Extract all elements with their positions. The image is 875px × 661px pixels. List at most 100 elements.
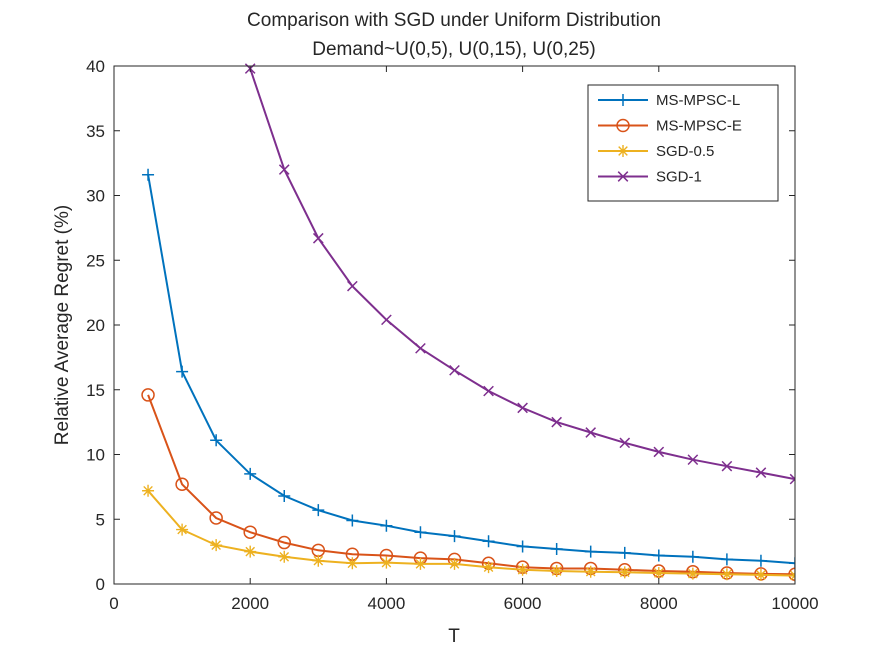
data-point-MS-MPSC-E <box>788 567 795 582</box>
y-tick-label: 35 <box>86 122 105 141</box>
legend-marker <box>617 171 629 182</box>
data-point-MS-MPSC-L <box>142 168 155 181</box>
y-tick-label: 0 <box>96 575 105 594</box>
data-point-MS-MPSC-L <box>380 519 393 532</box>
data-point-MS-MPSC-L <box>278 489 291 502</box>
data-point-MS-MPSC-L <box>754 554 767 567</box>
chart-subtitle: Demand~U(0,5), U(0,15), U(0,25) <box>312 39 596 60</box>
legend-item-MS-MPSC-L: MS-MPSC-L <box>598 92 740 109</box>
data-point-MS-MPSC-E <box>277 535 291 550</box>
x-tick-label: 4000 <box>367 594 405 613</box>
data-point-SGD-0.5 <box>244 545 257 558</box>
data-point-SGD-0.5 <box>584 565 597 578</box>
data-point-SGD-0.5 <box>176 523 189 536</box>
data-point-SGD-0.5 <box>414 557 427 570</box>
data-point-MS-MPSC-E <box>243 525 257 539</box>
data-point-MS-MPSC-L <box>618 546 631 559</box>
data-point-SGD-1 <box>789 473 795 485</box>
data-point-MS-MPSC-L <box>448 530 461 543</box>
data-point-SGD-1 <box>755 467 767 478</box>
data-point-MS-MPSC-L <box>482 535 495 548</box>
legend-label: MS-MPSC-E <box>656 118 742 135</box>
data-point-SGD-0.5 <box>516 563 529 576</box>
x-tick-label: 0 <box>109 594 118 613</box>
data-point-SGD-1 <box>449 364 460 376</box>
data-point-SGD-0.5 <box>720 568 733 581</box>
data-point-MS-MPSC-E <box>141 388 155 402</box>
y-tick-label: 10 <box>86 446 105 465</box>
legend-item-SGD-0.5: SGD-0.5 <box>598 143 714 160</box>
data-point-MS-MPSC-E <box>175 477 189 492</box>
legend-label: SGD-1 <box>656 169 702 186</box>
legend-marker <box>617 94 629 106</box>
y-tick-label: 40 <box>86 57 105 76</box>
data-point-MS-MPSC-L <box>210 434 223 447</box>
data-point-SGD-0.5 <box>652 566 665 579</box>
y-tick-label: 30 <box>86 187 105 206</box>
x-tick-label: 6000 <box>504 594 542 613</box>
legend-label: SGD-0.5 <box>656 143 714 160</box>
data-point-SGD-0.5 <box>754 568 767 581</box>
y-tick-label: 5 <box>96 510 105 529</box>
data-point-SGD-0.5 <box>278 550 291 563</box>
data-point-MS-MPSC-L <box>312 504 325 517</box>
data-point-SGD-0.5 <box>142 484 155 497</box>
data-point-SGD-1 <box>585 427 597 438</box>
data-point-SGD-0.5 <box>618 566 631 579</box>
data-point-MS-MPSC-L <box>686 550 699 563</box>
legend-label: MS-MPSC-L <box>656 92 740 109</box>
data-point-MS-MPSC-L <box>550 543 563 556</box>
series-SGD-1 <box>244 63 795 485</box>
x-axis-label: T <box>448 626 460 647</box>
legend-marker <box>616 118 630 133</box>
y-axis-label: Relative Average Regret (%) <box>52 205 73 445</box>
x-tick-label: 2000 <box>231 594 269 613</box>
data-point-SGD-1 <box>551 416 562 428</box>
x-tick-label: 8000 <box>640 594 678 613</box>
data-point-SGD-1 <box>381 314 392 326</box>
y-tick-label: 20 <box>86 316 105 335</box>
data-point-SGD-0.5 <box>210 539 223 552</box>
chart-title: Comparison with SGD under Uniform Distri… <box>247 10 661 31</box>
y-tick-label: 25 <box>86 251 105 270</box>
series-layer <box>141 63 795 582</box>
data-point-SGD-0.5 <box>550 565 563 578</box>
data-point-SGD-1 <box>687 454 699 466</box>
data-point-SGD-1 <box>619 437 631 449</box>
data-point-MS-MPSC-L <box>346 514 359 527</box>
data-point-SGD-0.5 <box>346 557 359 570</box>
data-point-MS-MPSC-L <box>414 526 427 539</box>
data-point-MS-MPSC-L <box>789 557 795 570</box>
tick-layer: 0 2000 4000 6000 8000 10000 0 5 10 15 20 25 30 35 40 <box>86 57 819 613</box>
data-point-MS-MPSC-L <box>176 365 189 378</box>
data-point-SGD-1 <box>721 460 733 472</box>
x-tick-label: 10000 <box>771 594 818 613</box>
series-SGD-0.5 <box>142 484 795 582</box>
data-point-SGD-1 <box>517 402 528 414</box>
data-point-SGD-0.5 <box>312 554 325 567</box>
data-point-SGD-1 <box>347 280 358 292</box>
legend-marker <box>617 145 629 157</box>
legend-box <box>587 84 779 202</box>
data-point-SGD-1 <box>312 232 324 244</box>
data-point-MS-MPSC-L <box>584 545 597 558</box>
data-point-MS-MPSC-L <box>516 540 529 553</box>
legend-item-SGD-1: SGD-1 <box>598 169 702 186</box>
data-point-SGD-0.5 <box>380 556 393 569</box>
data-point-MS-MPSC-E <box>209 511 223 525</box>
data-point-MS-MPSC-L <box>720 553 733 566</box>
data-point-SGD-1 <box>278 164 290 175</box>
data-point-MS-MPSC-L <box>652 549 665 562</box>
legend-item-MS-MPSC-E: MS-MPSC-E <box>598 118 742 135</box>
data-point-MS-MPSC-L <box>244 467 257 480</box>
data-point-SGD-0.5 <box>686 567 699 580</box>
data-point-SGD-0.5 <box>482 561 495 574</box>
legend: MS-MPSC-L MS-MPSC-E SGD-0.5 SGD-1 <box>587 84 779 202</box>
y-tick-label: 15 <box>86 381 105 400</box>
data-point-SGD-0.5 <box>448 557 461 570</box>
data-point-SGD-1 <box>483 385 494 397</box>
data-point-SGD-1 <box>653 446 665 458</box>
data-point-SGD-1 <box>415 342 426 354</box>
series-MS-MPSC-L <box>142 168 795 570</box>
